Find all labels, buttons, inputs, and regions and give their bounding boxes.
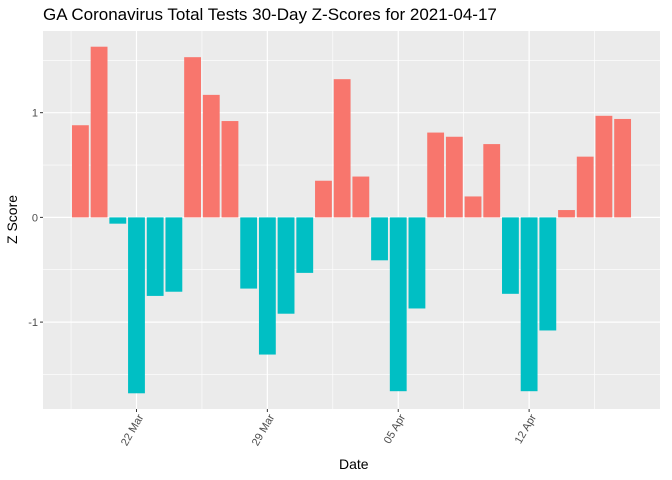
bar-2021-03-29 [258,217,276,355]
x-axis-label: Date [339,456,369,472]
bar-2021-03-21 [109,217,127,224]
bar-2021-04-07 [427,132,445,218]
x-tick-label: 12 Apr [513,412,539,446]
bar-2021-04-05 [389,217,407,392]
bar-2021-03-23 [146,217,164,296]
bar-2021-04-13 [539,217,557,331]
x-tick-label: 29 Mar [250,412,278,448]
bar-2021-03-19 [71,125,89,218]
bar-2021-04-14 [558,210,575,218]
x-tick-label: 05 Apr [382,412,408,446]
x-tick-label: 22 Mar [119,412,147,448]
bar-2021-03-24 [165,217,183,292]
bar-2021-04-04 [371,217,388,261]
y-tick-label: 1 [32,108,38,120]
bar-2021-03-28 [240,217,258,289]
bar-2021-03-26 [202,94,220,218]
bar-2021-04-02 [333,79,351,218]
bar-2021-03-22 [128,217,145,394]
bar-2021-04-03 [352,176,370,218]
bar-2021-03-27 [221,121,239,218]
bar-2021-04-06 [408,217,426,309]
bar-2021-04-10 [483,144,501,218]
bar-2021-04-01 [315,180,332,218]
bar-2021-04-15 [576,156,594,218]
bar-2021-04-09 [464,196,482,218]
bar-2021-03-30 [277,217,295,314]
bar-2021-04-12 [520,217,538,392]
plot-panel [43,31,660,409]
bar-2021-04-08 [445,136,463,218]
y-tick-label: -1 [28,317,38,329]
bar-2021-04-11 [502,217,519,294]
bar-2021-03-25 [184,57,201,218]
bar-2021-04-17 [614,118,632,218]
chart-title: GA Coronavirus Total Tests 30-Day Z-Scor… [43,5,497,24]
bar-2021-03-20 [90,46,108,218]
bar-2021-04-16 [595,115,613,218]
bar-2021-03-31 [296,217,314,273]
y-tick-label: 0 [32,212,38,224]
